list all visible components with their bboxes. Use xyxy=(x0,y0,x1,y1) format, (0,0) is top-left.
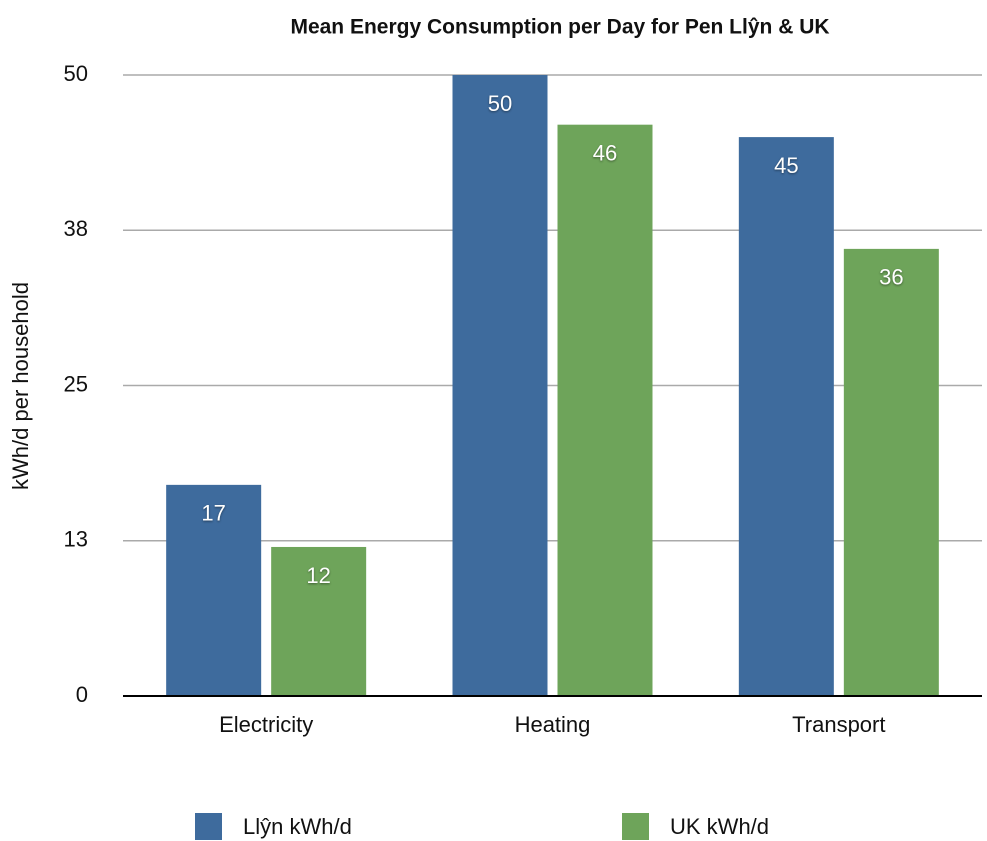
bar xyxy=(843,248,939,696)
bar xyxy=(557,124,653,697)
value-label: 17 xyxy=(201,501,225,526)
x-tick-label: Electricity xyxy=(219,712,313,737)
y-tick-label: 13 xyxy=(64,527,88,552)
bar xyxy=(166,484,262,696)
y-tick-label: 25 xyxy=(64,371,88,396)
y-tick-label: 50 xyxy=(64,61,88,86)
bar xyxy=(271,546,367,696)
value-label: 46 xyxy=(593,140,617,165)
legend-swatch xyxy=(622,813,649,840)
x-tick-label: Transport xyxy=(792,712,885,737)
legend-label: UK kWh/d xyxy=(670,814,769,839)
y-axis-label: kWh/d per household xyxy=(8,282,33,490)
legend-swatch xyxy=(195,813,222,840)
x-tick-label: Heating xyxy=(515,712,591,737)
chart-title: Mean Energy Consumption per Day for Pen … xyxy=(290,16,829,39)
bar xyxy=(738,137,834,697)
value-label: 50 xyxy=(488,91,512,116)
bar xyxy=(452,75,548,696)
value-label: 36 xyxy=(879,265,903,290)
y-tick-label: 38 xyxy=(64,216,88,241)
legend-label: Llŷn kWh/d xyxy=(243,814,352,839)
y-tick-label: 0 xyxy=(76,682,88,707)
value-label: 12 xyxy=(306,563,330,588)
value-label: 45 xyxy=(774,153,798,178)
